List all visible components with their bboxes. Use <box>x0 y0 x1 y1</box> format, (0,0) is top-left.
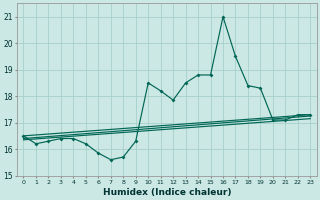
X-axis label: Humidex (Indice chaleur): Humidex (Indice chaleur) <box>103 188 231 197</box>
